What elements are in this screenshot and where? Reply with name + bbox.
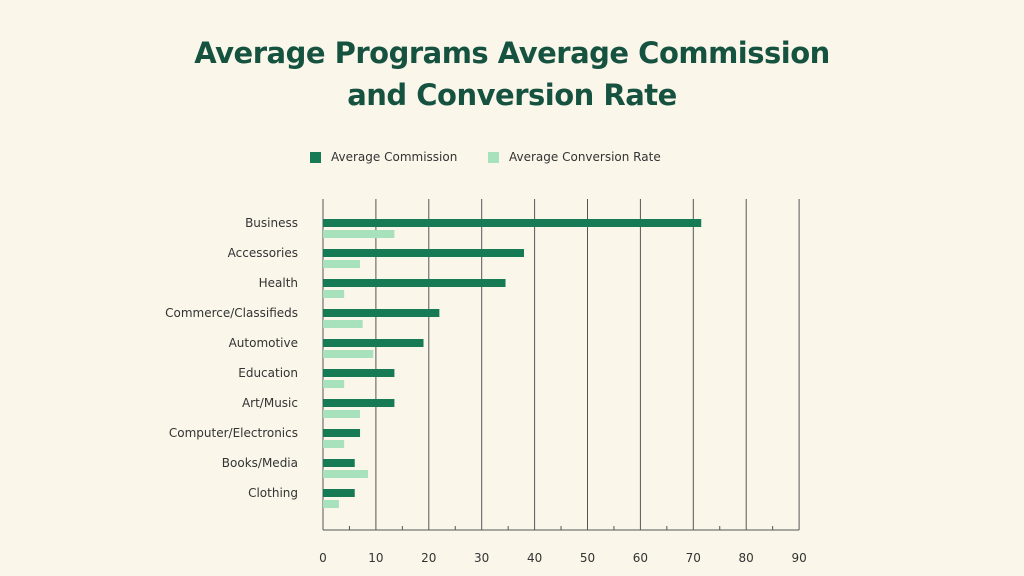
x-tick-label: 20 (421, 551, 436, 565)
x-tick-label: 0 (319, 551, 327, 565)
legend-label-average-commission: Average Commission (331, 150, 458, 164)
chart-title-line-2: and Conversion Rate (347, 78, 677, 112)
category-label: Business (245, 216, 298, 230)
x-tick-label: 40 (527, 551, 542, 565)
bar-average-commission (323, 399, 395, 407)
category-label: Automotive (229, 336, 298, 350)
legend-swatch-average-commission (310, 151, 321, 163)
bar-average-conversion-rate (323, 290, 345, 298)
x-tick-label: 10 (368, 551, 383, 565)
x-tick-label: 60 (633, 551, 648, 565)
category-label: Clothing (248, 486, 298, 500)
x-tick-label: 50 (580, 551, 595, 565)
legend-swatch-average-conversion-rate (488, 151, 499, 163)
bar-average-commission (323, 369, 395, 377)
x-tick-label: 70 (686, 551, 701, 565)
x-tick-label: 30 (474, 551, 489, 565)
category-label: Commerce/Classifieds (165, 306, 298, 320)
category-label: Health (259, 276, 298, 290)
bar-average-commission (323, 249, 525, 257)
bar-average-commission (323, 279, 506, 287)
bar-average-conversion-rate (323, 350, 374, 358)
bar-average-conversion-rate (323, 410, 361, 418)
bar-average-commission (323, 339, 424, 347)
legend-item-average-commission: Average Commission (310, 150, 457, 164)
bar-average-conversion-rate (323, 440, 345, 448)
bar-average-commission (323, 459, 355, 467)
bar-average-conversion-rate (323, 260, 361, 268)
category-label: Accessories (228, 246, 298, 260)
chart-title-line-1: Average Programs Average Commission (194, 36, 830, 70)
category-label: Education (238, 366, 298, 380)
bar-average-commission (323, 489, 355, 497)
category-label: Art/Music (242, 396, 298, 410)
x-tick-label: 90 (791, 551, 806, 565)
bar-average-commission (323, 219, 702, 227)
bar-average-conversion-rate (323, 320, 363, 328)
bar-average-commission (323, 429, 361, 437)
chart-title: Average Programs Average Commission and … (0, 32, 1024, 116)
bar-average-conversion-rate (323, 470, 368, 478)
bar-average-conversion-rate (323, 230, 395, 238)
bar-average-conversion-rate (323, 380, 345, 388)
category-label: Books/Media (222, 456, 298, 470)
bar-average-conversion-rate (323, 500, 339, 508)
bar-average-commission (323, 309, 440, 317)
category-label: Computer/Electronics (169, 426, 298, 440)
x-tick-label: 80 (739, 551, 754, 565)
legend-label-average-conversion-rate: Average Conversion Rate (509, 150, 661, 164)
legend-item-average-conversion-rate: Average Conversion Rate (488, 150, 661, 164)
